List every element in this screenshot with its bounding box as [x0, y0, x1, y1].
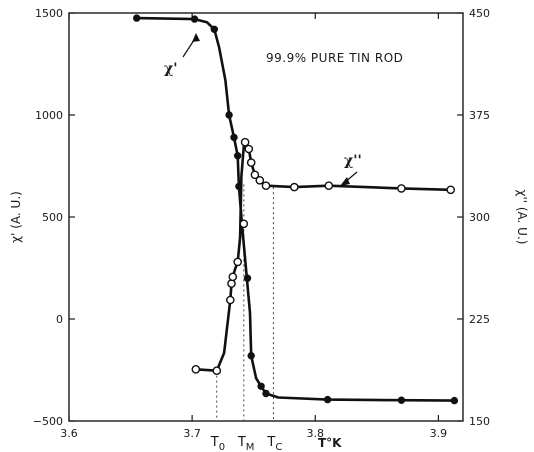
x-tick-label: 3.6	[60, 427, 78, 440]
data-point-chi-prime	[234, 152, 242, 160]
data-point-chi-double-prime	[228, 272, 238, 282]
temperature-marker-label: TM	[237, 435, 255, 452]
data-point-chi-double-prime	[240, 137, 250, 147]
x-axis-label: T°K	[318, 436, 342, 450]
y-left-tick-label: −500	[33, 415, 63, 428]
data-point-chi-prime	[323, 395, 332, 404]
series-points	[133, 14, 459, 405]
data-point-chi-double-prime	[397, 184, 406, 193]
temperature-guides: T0 TM TC	[210, 184, 282, 452]
y-right-tick-label: 150	[469, 415, 490, 428]
data-point-chi-prime	[257, 382, 265, 390]
series-label-chi-double-prime-arrow	[340, 177, 350, 186]
data-point-chi-double-prime	[233, 257, 242, 267]
series-curves	[135, 16, 456, 402]
series-line-chi-prime	[135, 16, 456, 402]
data-point-chi-double-prime	[255, 175, 265, 185]
x-tick-label: 3.8	[307, 427, 325, 440]
data-point-chi-double-prime	[227, 279, 236, 288]
data-point-chi-prime	[133, 14, 141, 22]
data-point-chi-double-prime	[250, 170, 260, 180]
y-right-axis-label: χ'' (A. U.)	[515, 190, 529, 245]
data-point-chi-double-prime	[246, 158, 256, 167]
y-left-tick-label: 1000	[35, 109, 63, 122]
y-left-tick-label: 500	[42, 211, 63, 224]
data-point-chi-double-prime	[191, 364, 201, 374]
y-left-tick-label: 1500	[35, 7, 63, 20]
data-point-chi-prime	[190, 15, 199, 23]
data-point-chi-double-prime	[289, 182, 299, 192]
x-tick-label: 3.9	[430, 427, 448, 440]
data-point-chi-double-prime	[239, 219, 249, 229]
y-left-axis-label: χ' (A. U.)	[9, 191, 23, 243]
temperature-marker-symbol: T	[210, 435, 219, 450]
data-point-chi-prime	[225, 111, 233, 119]
data-point-chi-double-prime	[261, 181, 271, 190]
data-point-chi-prime	[243, 274, 252, 282]
data-point-chi-prime	[262, 389, 270, 398]
y-right-tick-label: 450	[469, 7, 490, 20]
y-right-tick-label: 375	[469, 109, 490, 122]
plot-frame	[68, 12, 464, 422]
data-point-chi-double-prime	[244, 144, 254, 154]
data-point-chi-double-prime	[324, 181, 334, 190]
temperature-marker-symbol: T	[237, 435, 246, 450]
x-axis-ticks: 3.6 3.7 3.8 3.9	[60, 13, 447, 440]
series-label-chi-prime: χ'	[164, 61, 178, 77]
data-point-chi-prime	[230, 133, 238, 142]
data-point-chi-prime	[210, 25, 219, 33]
data-point-chi-double-prime	[212, 366, 222, 376]
x-tick-label: 3.7	[183, 427, 201, 440]
temperature-marker-subscript: C	[275, 442, 282, 452]
y-left-axis-ticks: 1500 1000 500 0 −500	[33, 7, 75, 428]
temperature-marker-label: T0	[210, 435, 225, 452]
series-label-chi-prime-arrow	[192, 33, 200, 42]
data-point-chi-prime	[235, 182, 243, 191]
data-point-chi-prime	[247, 352, 255, 360]
data-point-chi-double-prime	[446, 185, 456, 195]
series-line-chi-double-prime	[194, 140, 452, 372]
series-label-chi-double-prime: χ''	[344, 153, 362, 169]
y-right-axis-ticks: 450 375 300 225 150	[457, 7, 490, 428]
data-point-chi-double-prime	[225, 295, 235, 305]
temperature-marker-subscript: M	[246, 442, 255, 452]
temperature-marker-symbol: T	[266, 435, 275, 450]
temperature-marker-label: TC	[266, 435, 282, 452]
y-left-tick-label: 0	[56, 313, 63, 326]
chart-title: 99.9% PURE TIN ROD	[266, 51, 403, 65]
y-right-tick-label: 300	[469, 211, 490, 224]
y-right-tick-label: 225	[469, 313, 490, 326]
temperature-marker-subscript: 0	[219, 442, 225, 452]
data-point-chi-prime	[397, 396, 406, 404]
data-point-chi-prime	[450, 396, 459, 405]
